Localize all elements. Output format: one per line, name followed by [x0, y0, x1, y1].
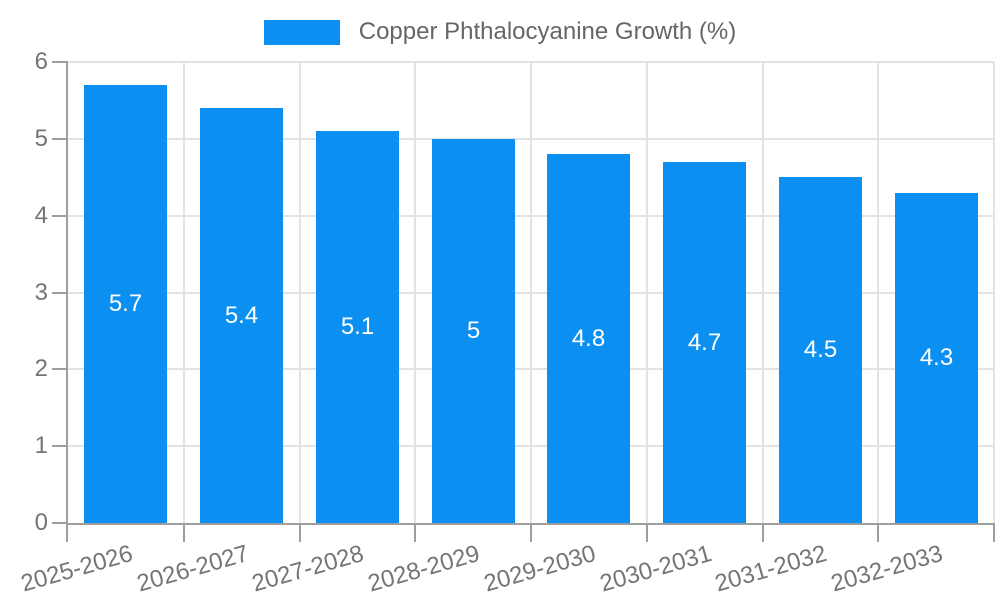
- legend-label: Copper Phthalocyanine Growth (%): [358, 18, 737, 45]
- bar-value-label: 4.7: [687, 329, 722, 356]
- x-tick: [414, 523, 416, 542]
- y-tick: [52, 292, 68, 294]
- y-axis-tick-label: 1: [34, 432, 48, 459]
- bar[interactable]: [316, 131, 399, 523]
- x-tick: [993, 523, 995, 542]
- bar-value-label: 5: [466, 317, 481, 344]
- y-tick: [52, 368, 68, 370]
- x-gridline: [993, 62, 995, 523]
- y-tick: [52, 61, 68, 63]
- bar[interactable]: [895, 193, 978, 523]
- y-axis-tick-label: 3: [34, 279, 48, 306]
- y-axis-tick-label: 0: [34, 509, 48, 536]
- y-tick: [52, 215, 68, 217]
- bar-value-label: 4.3: [919, 344, 954, 371]
- legend[interactable]: Copper Phthalocyanine Growth (%): [0, 18, 1000, 46]
- y-axis-tick-label: 4: [34, 202, 48, 229]
- bar[interactable]: [779, 177, 862, 523]
- bar-value-label: 5.7: [108, 290, 143, 317]
- x-gridline: [414, 62, 416, 523]
- x-axis-line: [66, 523, 994, 525]
- y-tick: [52, 522, 68, 524]
- y-axis-line: [66, 62, 68, 542]
- bar[interactable]: [663, 162, 746, 523]
- bar-value-label: 4.8: [571, 325, 606, 352]
- bar[interactable]: [200, 108, 283, 523]
- bar-value-label: 5.4: [224, 302, 259, 329]
- bar-value-label: 5.1: [340, 313, 375, 340]
- y-axis-tick-label: 2: [34, 355, 48, 382]
- x-tick: [646, 523, 648, 542]
- x-tick: [299, 523, 301, 542]
- x-gridline: [762, 62, 764, 523]
- y-tick: [52, 138, 68, 140]
- y-tick: [52, 445, 68, 447]
- x-tick: [877, 523, 879, 542]
- x-gridline: [646, 62, 648, 523]
- y-axis-tick-label: 6: [34, 48, 48, 75]
- bar[interactable]: [432, 139, 515, 523]
- x-gridline: [877, 62, 879, 523]
- y-axis-tick-label: 5: [34, 125, 48, 152]
- x-tick: [183, 523, 185, 542]
- x-gridline: [183, 62, 185, 523]
- x-gridline: [299, 62, 301, 523]
- bar[interactable]: [547, 154, 630, 523]
- bar-value-label: 4.5: [803, 336, 838, 363]
- x-gridline: [530, 62, 532, 523]
- bar[interactable]: [84, 85, 167, 523]
- x-tick: [762, 523, 764, 542]
- x-tick: [530, 523, 532, 542]
- legend-swatch: [263, 19, 340, 45]
